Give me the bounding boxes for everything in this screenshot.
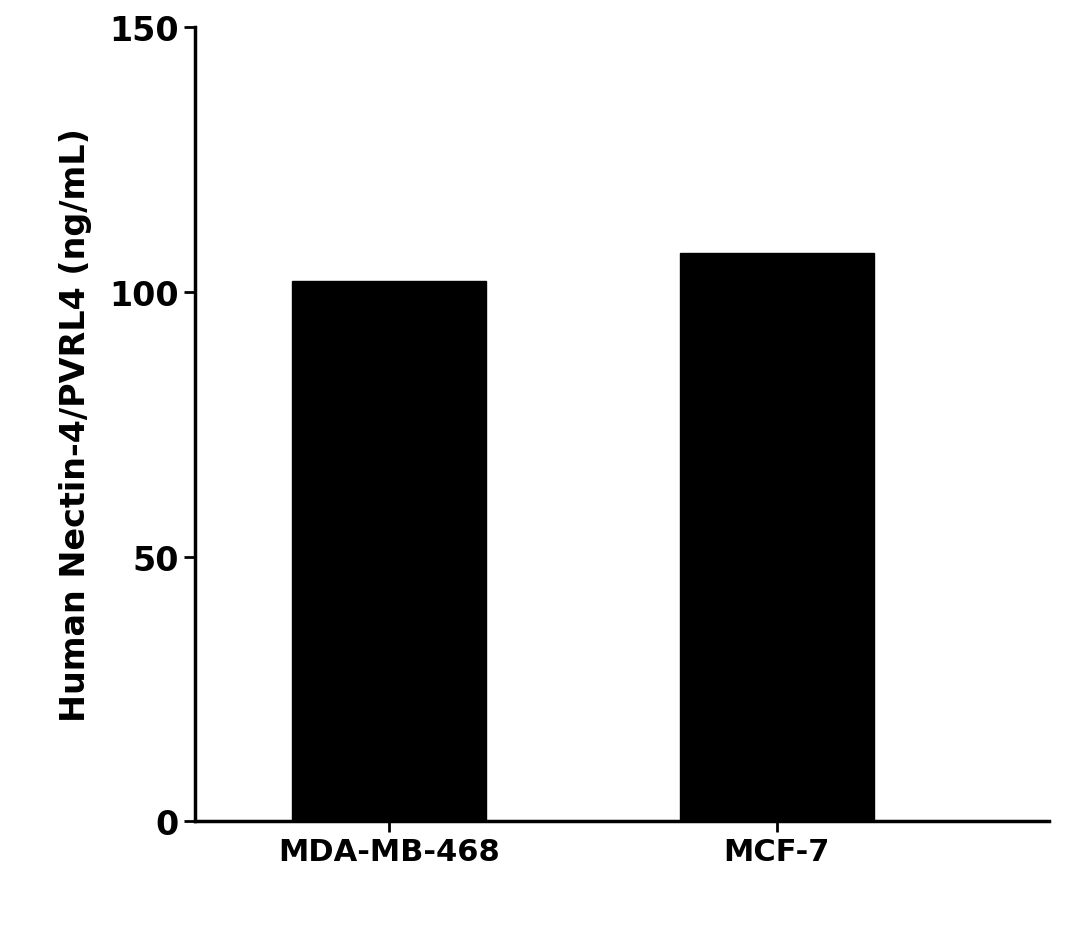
- Y-axis label: Human Nectin-4/PVRL4 (ng/mL): Human Nectin-4/PVRL4 (ng/mL): [59, 128, 92, 721]
- Bar: [680, 254, 873, 821]
- Bar: [292, 281, 485, 821]
